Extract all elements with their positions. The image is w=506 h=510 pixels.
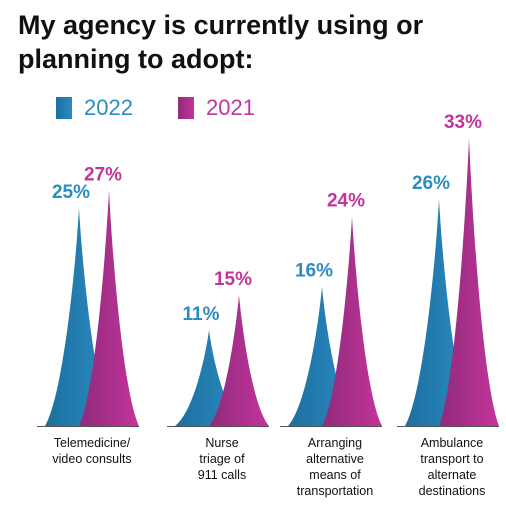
value-label-2021-2: 24%: [327, 191, 365, 212]
peak-2021-2: [322, 216, 382, 426]
value-labels: 25%27% 11% 15% 16% 24% 26% 33%: [52, 112, 482, 325]
category-label-1: Nurse triage of 911 calls: [198, 436, 246, 482]
legend-label-2021: 2021: [206, 95, 255, 120]
peak-2021-3: [439, 138, 499, 426]
value-label-2022-1: 11%: [183, 304, 220, 325]
legend-item-2021: 2021: [178, 96, 255, 120]
category-label-3: Ambulance transport to alternate destinatio…: [419, 436, 486, 498]
legend-swatch-2022: [56, 97, 72, 119]
category-label-2: Arranging alternative means of transportati…: [297, 436, 373, 498]
legend-swatch-2021: [178, 97, 194, 119]
value-label-2021-3: 33%: [444, 112, 482, 133]
category-labels: Telemedicine/video consults Nurse triage o…: [52, 436, 485, 498]
category-label-0: Telemedicine/video consults: [52, 436, 131, 466]
peak-2021-0: [79, 190, 139, 426]
value-label-2022-0: 25%: [52, 182, 90, 203]
value-label-2021-0: 27%: [84, 164, 122, 185]
legend-item-2022: 2022: [56, 96, 133, 120]
value-label-2022-3: 26%: [412, 173, 450, 194]
value-label-2022-2: 16%: [295, 260, 333, 281]
chart-title: My agency is currently using or planning…: [18, 10, 424, 74]
legend-label-2022: 2022: [84, 95, 133, 120]
peak-marks: [45, 138, 499, 426]
peak-2021-1: [209, 295, 269, 426]
value-label-2021-1: 15%: [214, 269, 252, 290]
